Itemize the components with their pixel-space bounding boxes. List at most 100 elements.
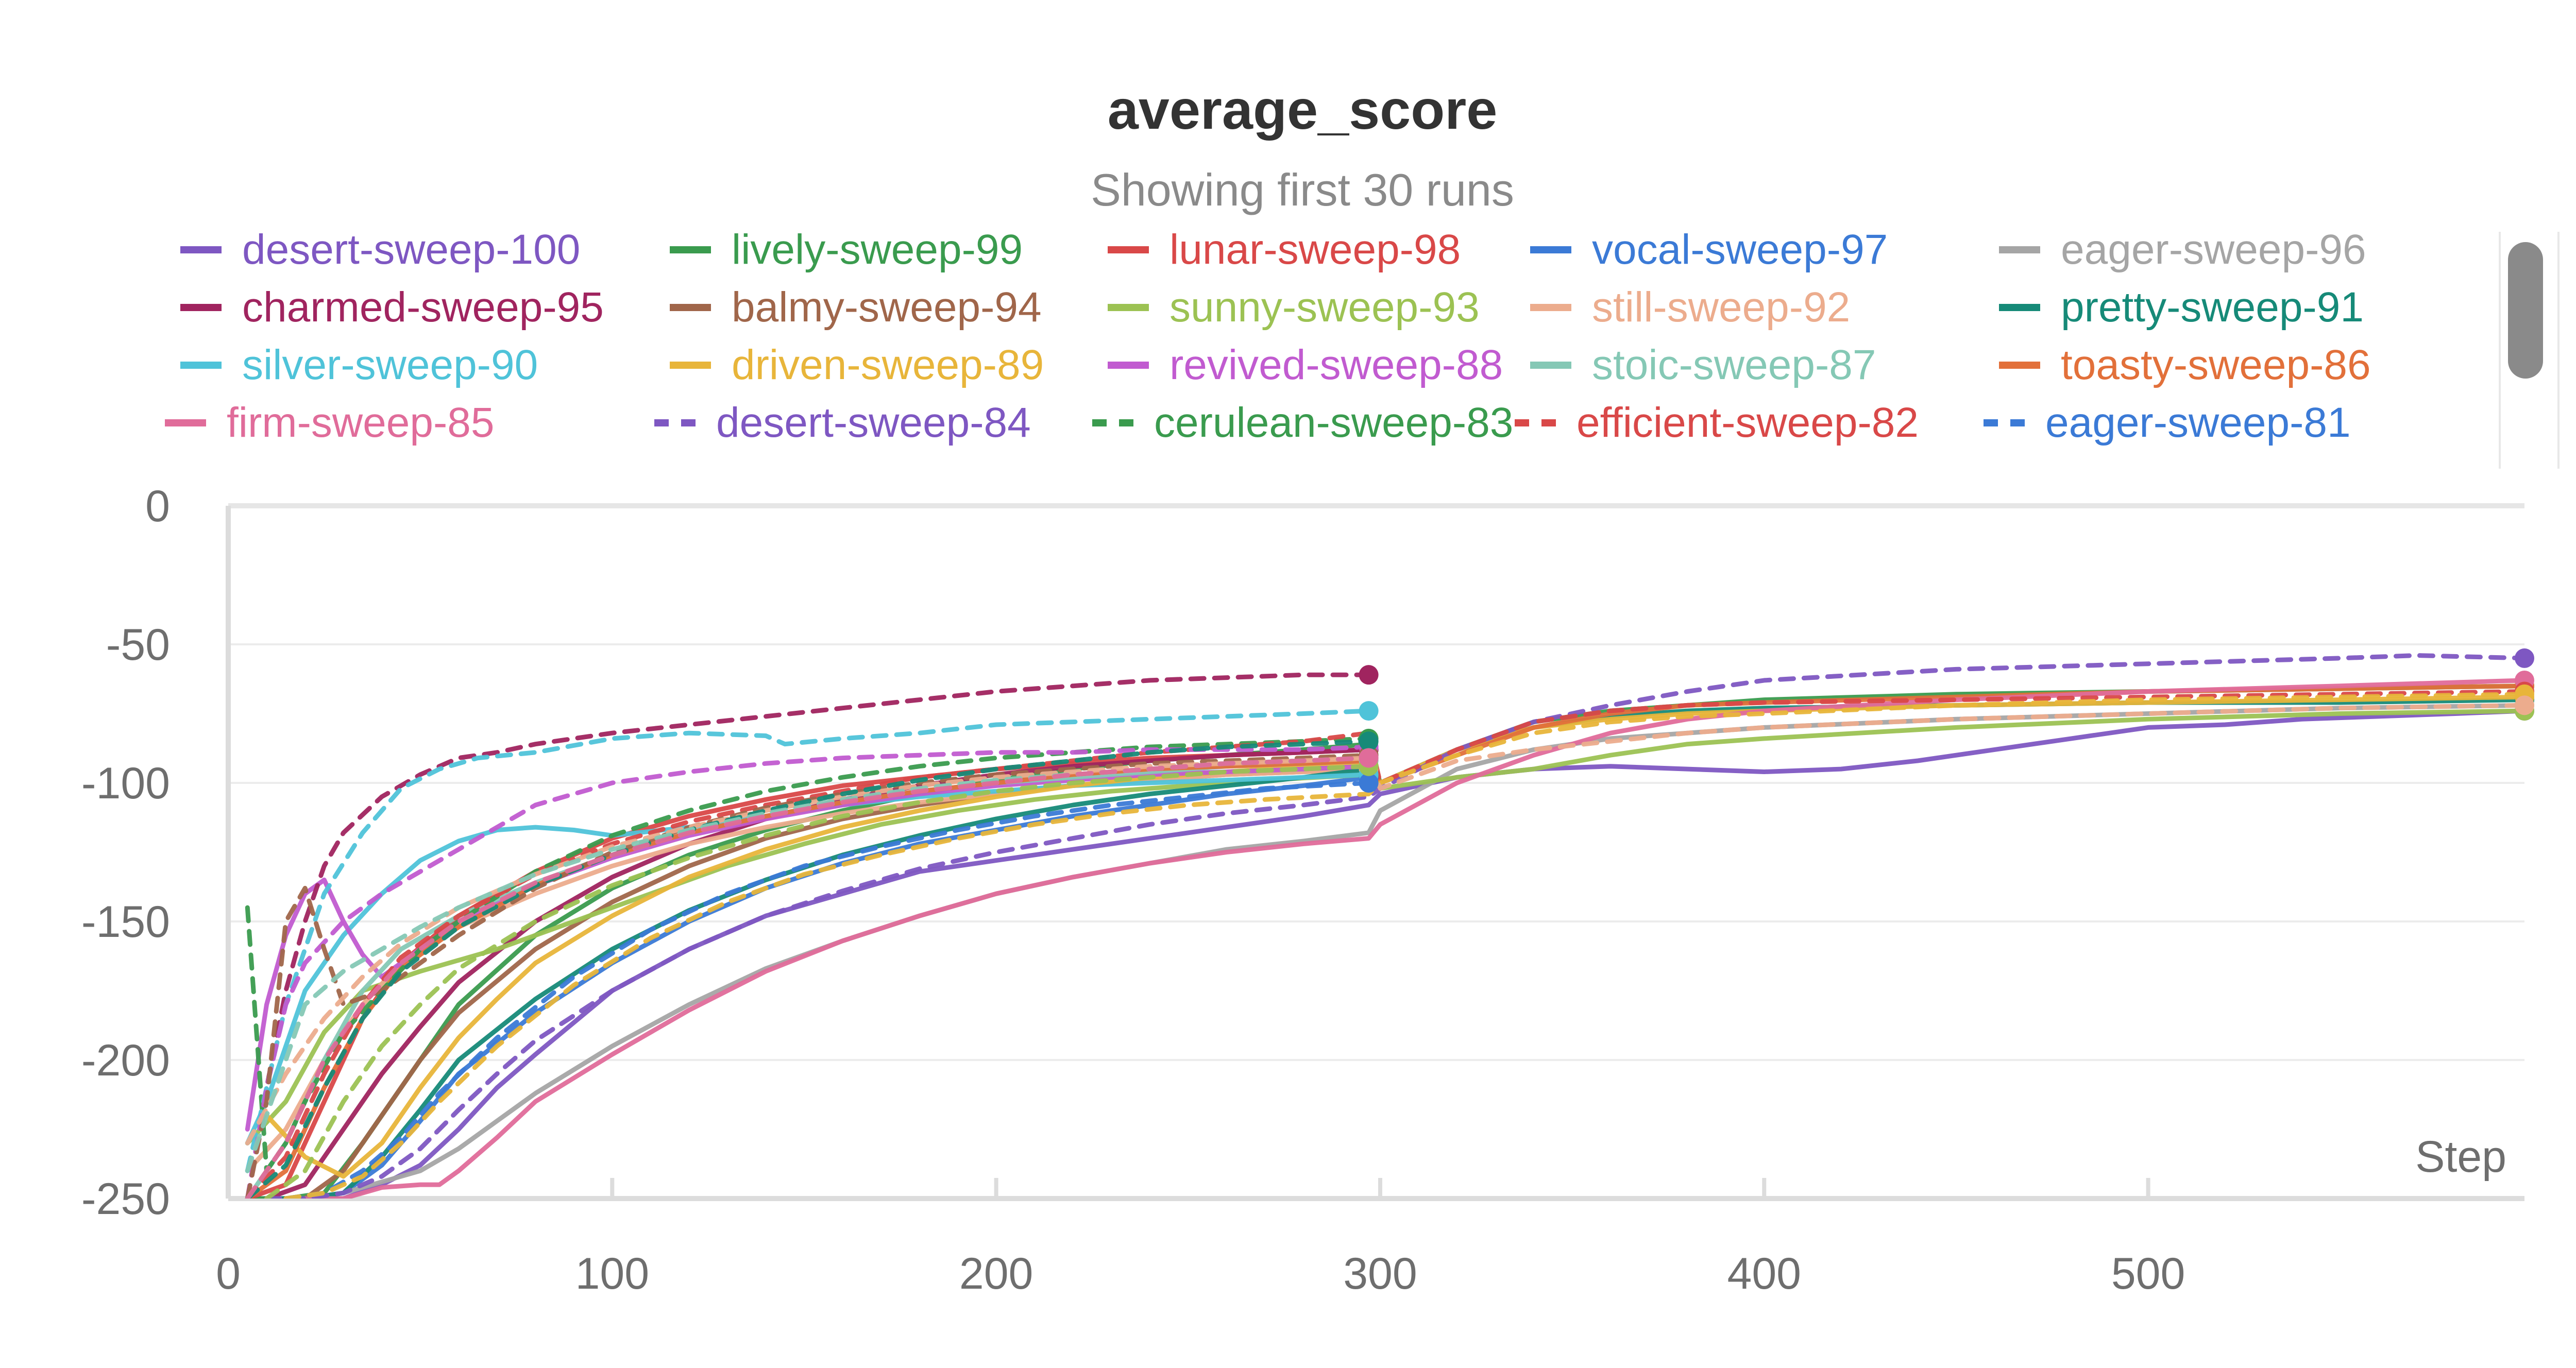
chart-title: average_score — [1107, 78, 1498, 141]
legend-item[interactable]: sunny-sweep-93 — [1108, 279, 1480, 336]
legend-swatch — [1108, 304, 1149, 311]
legend-label: silver-sweep-90 — [242, 341, 538, 388]
series-line — [283, 692, 2527, 1199]
legend-swatch — [670, 362, 711, 369]
y-tick-label: -250 — [81, 1174, 170, 1224]
series-line — [302, 678, 2527, 1199]
x-tick-label: 0 — [216, 1249, 241, 1298]
series-line — [245, 772, 1371, 1145]
legend-swatch — [670, 304, 711, 311]
series-endpoint — [1359, 665, 1379, 685]
legend-item[interactable]: revived-sweep-88 — [1108, 337, 1503, 394]
legend-item[interactable]: cerulean-sweep-83 — [1092, 395, 1513, 451]
legend-swatch — [1108, 246, 1149, 253]
x-axis-label: Step — [2415, 1132, 2506, 1182]
y-tick-label: -150 — [81, 897, 170, 947]
legend-item[interactable]: toasty-sweep-86 — [1999, 337, 2371, 394]
series-line — [245, 703, 2527, 1145]
legend-item[interactable]: firm-sweep-85 — [165, 395, 494, 451]
legend-swatch — [1999, 362, 2040, 369]
series-line — [245, 683, 2527, 1199]
legend-item[interactable]: desert-sweep-100 — [180, 221, 580, 278]
series-endpoint — [1359, 701, 1379, 721]
y-tick-label: -100 — [81, 759, 170, 808]
series-line — [264, 697, 2527, 1199]
series-line — [245, 683, 2527, 1199]
series-line — [245, 672, 1371, 1199]
legend-swatch — [1999, 246, 2040, 253]
legend-item[interactable]: lively-sweep-99 — [670, 221, 1023, 278]
series-endpoint — [2515, 648, 2534, 668]
legend-item[interactable]: still-sweep-92 — [1530, 279, 1850, 336]
series-endpoint — [2515, 695, 2534, 715]
x-tick-label: 100 — [575, 1249, 650, 1298]
legend-label: pretty-sweep-91 — [2061, 284, 2364, 331]
series-line — [264, 653, 2527, 1199]
series-line — [245, 708, 2527, 1199]
legend-swatch — [654, 419, 696, 426]
legend-label: revived-sweep-88 — [1170, 341, 1503, 388]
legend-item[interactable]: charmed-sweep-95 — [180, 279, 604, 336]
legend-label: desert-sweep-100 — [242, 226, 581, 273]
legend-label: stoic-sweep-87 — [1592, 341, 1876, 388]
legend-item[interactable]: desert-sweep-84 — [654, 395, 1031, 451]
legend-item[interactable]: eager-sweep-81 — [1984, 395, 2351, 451]
series-endpoint — [1359, 773, 1379, 793]
legend-swatch — [1530, 304, 1571, 311]
legend-swatch — [1092, 419, 1133, 426]
chart-legend: desert-sweep-100 lively-sweep-99 lunar-swe… — [124, 221, 2494, 464]
legend-item[interactable]: driven-sweep-89 — [670, 337, 1044, 394]
series-line — [264, 764, 1371, 1199]
y-tick-label: -50 — [106, 620, 170, 670]
legend-label: efficient-sweep-82 — [1577, 399, 1919, 446]
legend-label: vocal-sweep-97 — [1592, 226, 1888, 273]
legend-swatch — [180, 304, 222, 311]
y-tick-label: -200 — [81, 1036, 170, 1085]
legend-item[interactable]: pretty-sweep-91 — [1999, 279, 2364, 336]
legend-label: desert-sweep-84 — [716, 399, 1031, 446]
legend-label: balmy-sweep-94 — [732, 284, 1042, 331]
series-line — [245, 744, 1371, 1199]
series-line — [264, 694, 2527, 1179]
legend-scrollbar-thumb[interactable] — [2508, 242, 2543, 379]
x-tick-label: 500 — [2111, 1249, 2185, 1298]
x-tick-label: 300 — [1343, 1249, 1417, 1298]
series-endpoint — [1359, 731, 1379, 751]
chart-subtitle: Showing first 30 runs — [1091, 164, 1514, 215]
legend-swatch — [180, 362, 222, 369]
legend-swatch — [180, 246, 222, 253]
legend-label: eager-sweep-96 — [2061, 226, 2366, 273]
legend-item[interactable]: efficient-sweep-82 — [1515, 395, 1919, 451]
legend-swatch — [1530, 362, 1571, 369]
legend-label: toasty-sweep-86 — [2061, 341, 2371, 388]
x-tick-label: 400 — [1727, 1249, 1802, 1298]
x-tick-label: 200 — [959, 1249, 1033, 1298]
series-line — [245, 753, 1371, 1199]
legend-swatch — [670, 246, 711, 253]
legend-item[interactable]: silver-sweep-90 — [180, 337, 538, 394]
legend-item[interactable]: eager-sweep-96 — [1999, 221, 2366, 278]
legend-item[interactable]: stoic-sweep-87 — [1530, 337, 1876, 394]
y-tick-label: 0 — [145, 482, 170, 531]
series-line — [245, 708, 1371, 1173]
series-line — [283, 780, 1371, 1199]
legend-swatch — [165, 419, 206, 426]
legend-label: eager-sweep-81 — [2045, 399, 2351, 446]
legend-item[interactable]: balmy-sweep-94 — [670, 279, 1042, 336]
legend-label: lunar-sweep-98 — [1170, 226, 1461, 273]
legend-label: sunny-sweep-93 — [1170, 284, 1480, 331]
legend-label: still-sweep-92 — [1592, 284, 1851, 331]
series-line — [245, 756, 1371, 1199]
legend-swatch — [1999, 304, 2040, 311]
legend-label: charmed-sweep-95 — [242, 284, 604, 331]
legend-scrollbar-track[interactable] — [2499, 232, 2560, 469]
series-line — [245, 708, 2527, 1145]
legend-item[interactable]: vocal-sweep-97 — [1530, 221, 1888, 278]
legend-item[interactable]: lunar-sweep-98 — [1108, 221, 1461, 278]
legend-swatch — [1984, 419, 2025, 426]
series-line — [264, 775, 1371, 1199]
series-endpoint — [1359, 748, 1379, 768]
legend-swatch — [1530, 246, 1571, 253]
